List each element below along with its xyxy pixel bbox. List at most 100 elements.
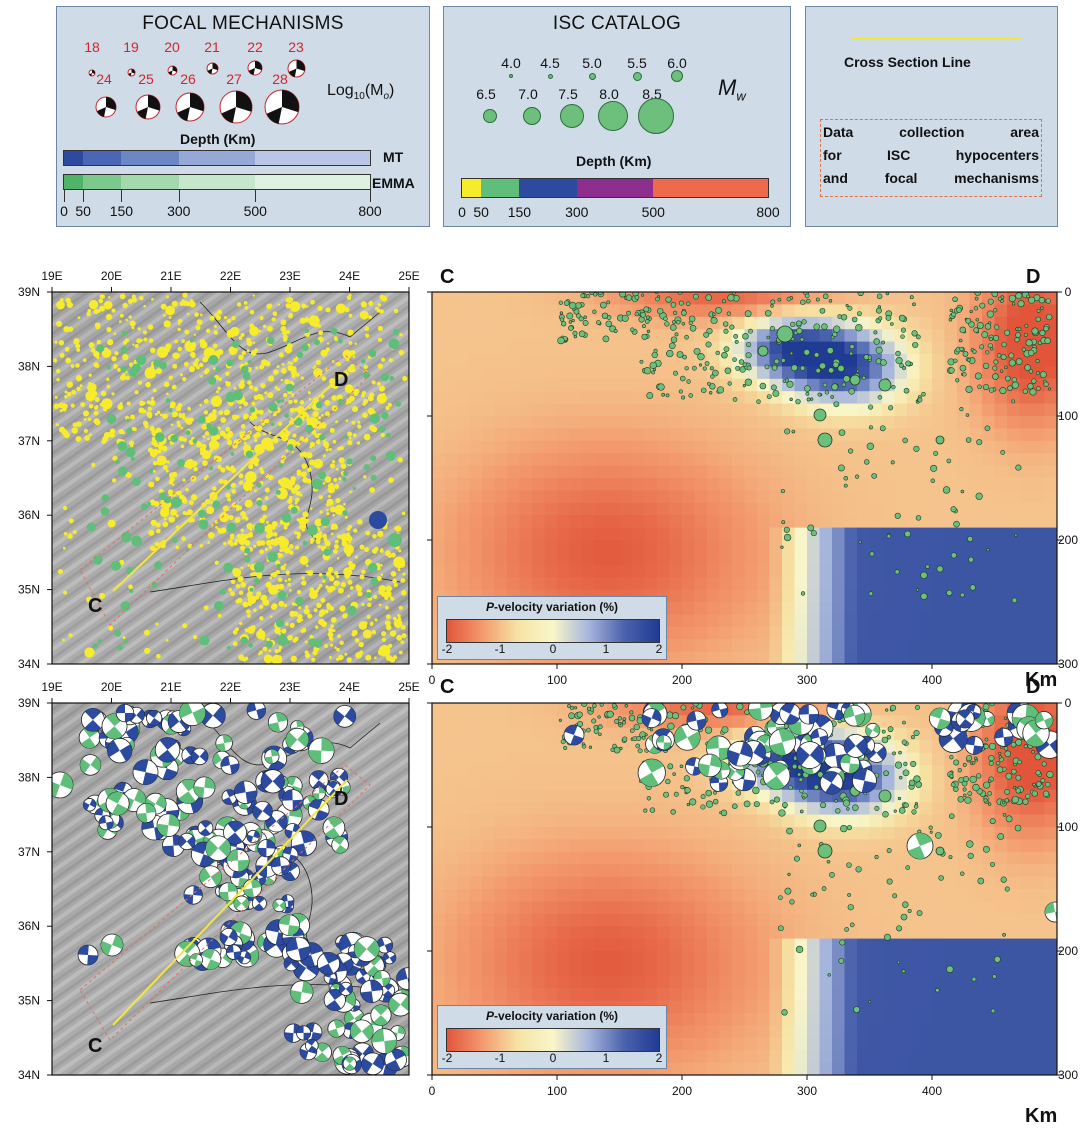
velocity-cell (1007, 478, 1020, 491)
hypocenter-dot (90, 384, 95, 389)
hypocenter-dot (248, 590, 253, 596)
moment-label: 24 (96, 71, 112, 87)
hypocenter-dot (727, 381, 732, 386)
hypocenter-dot (311, 478, 323, 490)
hypocenter-dot (59, 352, 65, 358)
velocity-cell (507, 527, 520, 541)
hypocenter-dot (876, 293, 883, 300)
velocity-cell (457, 814, 470, 828)
hypocenter-dot (122, 340, 128, 345)
lon-tick-label: 21E (160, 680, 181, 694)
velocity-cell (694, 614, 708, 628)
data-collection-area-label-3: and focal mechanisms (823, 170, 1039, 186)
hypocenter-dot (330, 506, 337, 513)
hypocenter-dot (306, 305, 309, 308)
velocity-cell (644, 988, 658, 1002)
hypocenter-dot (272, 532, 278, 537)
velocity-cell (807, 490, 820, 504)
hypocenter-dot (307, 613, 313, 619)
hypocenter-dot (349, 586, 354, 590)
hypocenter-dot (303, 560, 307, 563)
velocity-cell (532, 889, 545, 902)
velocity-cell (457, 416, 470, 429)
velocity-cell (732, 901, 745, 915)
hypocenter-dot (244, 547, 251, 554)
depth-tick (255, 190, 257, 202)
velocity-cell (732, 1000, 745, 1014)
velocity-cell (682, 1037, 695, 1051)
hypocenter-dot (993, 359, 999, 365)
velocity-cell (632, 851, 645, 865)
hypocenter-dot (369, 424, 376, 431)
hypocenter-dot (355, 584, 361, 589)
hypocenter-dot (107, 339, 114, 346)
hypocenter-dot (150, 425, 154, 430)
velocity-cell (744, 490, 758, 504)
hypocenter-dot (641, 293, 645, 297)
velocity-cell (844, 614, 858, 628)
hypocenter-dot (385, 432, 391, 438)
moment-label: 18 (84, 39, 100, 55)
velocity-cell (607, 851, 620, 865)
hypocenter-dot (305, 564, 309, 567)
hypocenter-dot (62, 505, 68, 511)
velocity-cell (794, 304, 808, 318)
hypocenter-dot (380, 432, 385, 438)
velocity-cell (482, 552, 495, 566)
velocity-cell (719, 391, 733, 405)
velocity-cell (519, 715, 533, 729)
velocity-cell (707, 639, 720, 653)
velocity-cell (669, 752, 683, 766)
hypocenter-dot (83, 418, 87, 421)
velocity-cell (444, 727, 458, 741)
velocity-cell (569, 827, 583, 840)
hypocenter-dot (326, 512, 330, 516)
hypocenter-dot (905, 360, 912, 367)
hypocenter-dot (217, 386, 221, 391)
beachball-icon (396, 967, 409, 990)
velocity-cell (519, 765, 533, 778)
velocity-cell (707, 715, 720, 729)
velocity-cell (694, 864, 708, 878)
velocity-cell (444, 988, 458, 1002)
velocity-cell (507, 777, 520, 791)
hypocenter-dot (643, 306, 650, 313)
hypocenter-dot (304, 640, 308, 644)
velocity-cell (1044, 453, 1057, 467)
velocity-cell (682, 913, 695, 927)
velocity-cell (1032, 527, 1045, 541)
velocity-cell (857, 403, 870, 417)
hypocenter-dot (271, 317, 276, 322)
velocity-cell (544, 951, 558, 964)
hypocenter-dot (348, 313, 353, 318)
hypocenter-dot (379, 309, 384, 314)
hypocenter-dot (132, 427, 137, 432)
hypocenter-dot (205, 328, 211, 334)
hypocenter-dot (952, 296, 958, 302)
velocity-cell (607, 727, 620, 741)
velocity-cell (707, 913, 720, 927)
velocity-cell (694, 552, 708, 566)
velocity-cell (819, 490, 833, 504)
hypocenter-dot (864, 459, 870, 465)
velocity-cell (469, 765, 483, 778)
velocity-cell (594, 478, 608, 491)
hypocenter-dot (568, 325, 574, 331)
hypocenter-dot (379, 549, 384, 553)
hypocenter-dot (222, 505, 229, 512)
velocity-cell (619, 428, 633, 442)
hypocenter-dot (378, 603, 382, 607)
hypocenter-dot (302, 511, 309, 518)
velocity-cell (882, 329, 895, 343)
velocity-cell (1019, 564, 1033, 578)
velocity-cell (769, 626, 783, 640)
lat-tick-label: 39N (18, 696, 40, 710)
hypocenter-dot (365, 333, 370, 338)
hypocenter-dot (578, 316, 584, 322)
hypocenter-dot (299, 436, 305, 442)
velocity-cell (957, 614, 970, 628)
velocity-cell (469, 938, 483, 952)
hypocenter-dot (117, 367, 122, 372)
velocity-cell (1044, 589, 1057, 603)
velocity-cell (694, 963, 708, 977)
